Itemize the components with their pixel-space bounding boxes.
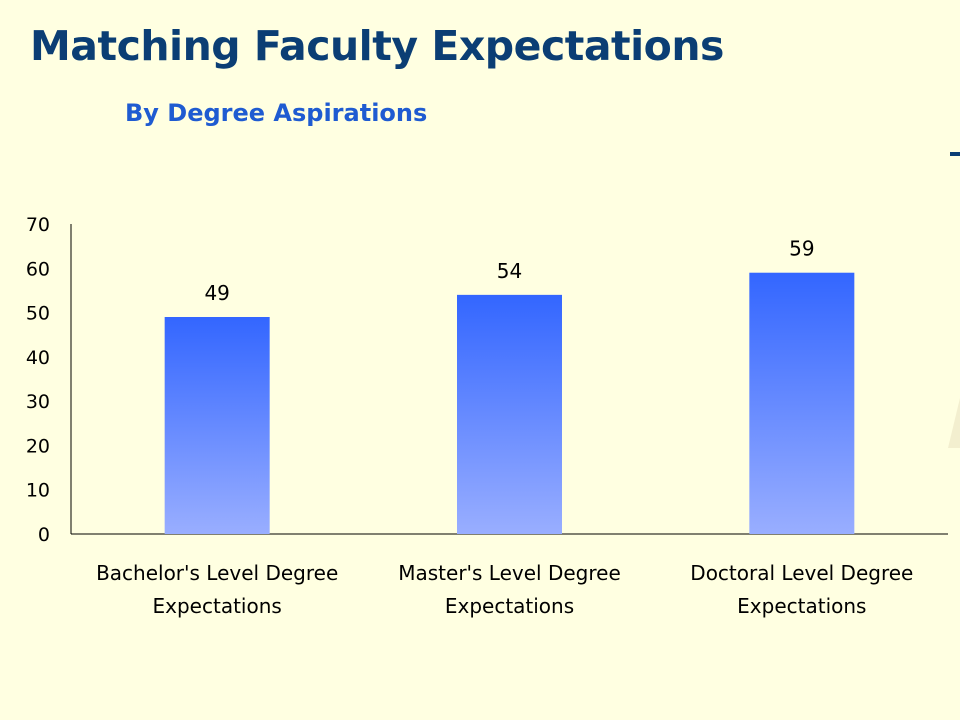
x-category-label: Doctoral Level Degree bbox=[690, 561, 913, 585]
bar bbox=[749, 272, 855, 534]
bar-value-label: 59 bbox=[789, 237, 814, 261]
bar bbox=[457, 294, 562, 534]
x-category-label: Expectations bbox=[737, 594, 866, 618]
x-category-label: Master's Level Degree bbox=[398, 561, 621, 585]
bar bbox=[164, 317, 270, 534]
bar-value-label: 49 bbox=[204, 281, 229, 305]
edge-accent-mark bbox=[950, 152, 960, 156]
x-category-label: Expectations bbox=[153, 594, 282, 618]
y-tick-label: 30 bbox=[26, 391, 50, 413]
x-category-label: Bachelor's Level Degree bbox=[96, 561, 338, 585]
y-tick-label: 20 bbox=[26, 435, 50, 457]
y-tick-label: 10 bbox=[26, 480, 50, 502]
y-tick-label: 60 bbox=[26, 258, 50, 280]
slide-title: Matching Faculty Expectations bbox=[30, 22, 724, 70]
x-category-label: Expectations bbox=[445, 594, 574, 618]
slide-subtitle: By Degree Aspirations bbox=[125, 99, 428, 127]
y-tick-label: 0 bbox=[38, 524, 50, 546]
y-tick-label: 50 bbox=[26, 303, 50, 325]
y-tick-label: 40 bbox=[26, 347, 50, 369]
y-tick-label: 70 bbox=[26, 214, 50, 236]
bar-value-label: 54 bbox=[497, 259, 522, 283]
